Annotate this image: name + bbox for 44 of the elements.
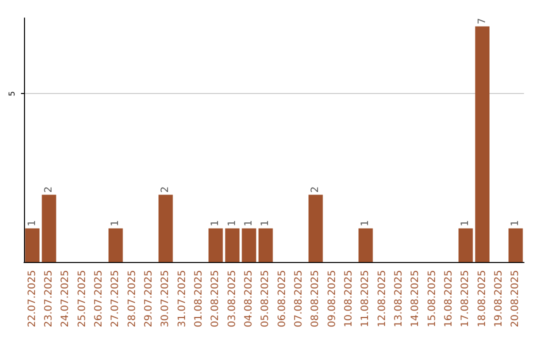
x-tick-label: 19.08.2025 — [494, 270, 504, 328]
x-tick-label: 31.07.2025 — [176, 270, 188, 328]
data-label: 2 — [160, 186, 172, 193]
x-tick-label: 28.07.2025 — [126, 270, 138, 328]
x-tick-label: 29.07.2025 — [144, 270, 154, 328]
data-label: 1 — [110, 220, 122, 226]
x-tick-label: 17.08.2025 — [460, 270, 472, 328]
data-label: 1 — [26, 220, 38, 226]
x-tick-label: 13.08.2025 — [394, 270, 404, 328]
x-tick-label: 20.08.2025 — [510, 270, 522, 328]
y-tick-label: 5 — [8, 91, 16, 96]
x-tick-label: 11.08.2025 — [360, 270, 372, 328]
data-label: 2 — [310, 186, 322, 193]
x-tick-label: 03.08.2025 — [226, 270, 238, 328]
x-tick-label: 27.07.2025 — [110, 270, 122, 328]
x-tick-label: 05.08.2025 — [260, 270, 272, 328]
x-tick-label: 22.07.2025 — [26, 270, 38, 328]
x-tick-label: 09.08.2025 — [326, 270, 338, 328]
x-tick-label: 24.07.2025 — [60, 270, 72, 328]
x-tick-label: 07.08.2025 — [294, 270, 304, 328]
x-tick-label: 25.07.2025 — [76, 270, 88, 328]
x-tick-label: 30.07.2025 — [160, 270, 172, 328]
x-tick-label: 16.08.2025 — [444, 270, 454, 328]
x-tick-label: 12.08.2025 — [376, 270, 388, 328]
data-label: 7 — [476, 18, 488, 24]
x-tick-label: 15.08.2025 — [426, 270, 438, 328]
data-label: 1 — [210, 220, 222, 226]
data-label: 1 — [360, 220, 372, 226]
x-tick-label: 01.08.2025 — [194, 270, 204, 328]
x-tick-label: 02.08.2025 — [210, 270, 222, 328]
data-label: 2 — [44, 186, 54, 193]
x-tick-label: 26.07.2025 — [94, 270, 104, 328]
data-label: 1 — [244, 220, 254, 226]
data-label: 1 — [460, 220, 472, 226]
x-tick-label: 08.08.2025 — [310, 270, 322, 328]
x-tick-label: 18.08.2025 — [476, 270, 488, 328]
x-tick-label: 10.08.2025 — [344, 270, 354, 328]
x-tick-label: 14.08.2025 — [410, 270, 422, 328]
data-label: 1 — [260, 220, 272, 226]
x-tick-label: 23.07.2025 — [44, 270, 54, 328]
x-tick-label: 04.08.2025 — [244, 270, 254, 328]
data-label: 1 — [510, 220, 522, 226]
data-label: 1 — [226, 220, 238, 226]
x-tick-label: 06.08.2025 — [276, 270, 288, 328]
